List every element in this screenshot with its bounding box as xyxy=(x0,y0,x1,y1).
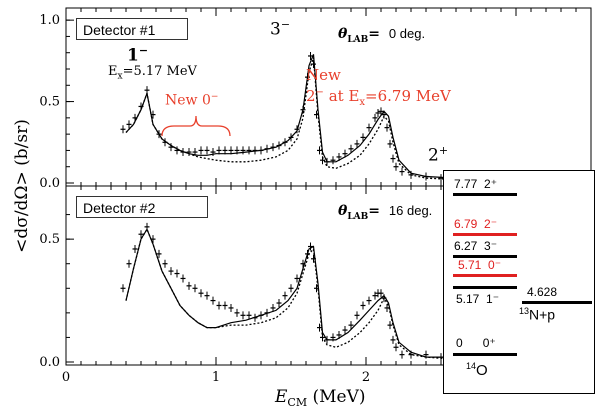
level-label-5-71: 5.71 0⁻ xyxy=(458,258,501,272)
annotation-new2-mid: at E xyxy=(323,87,360,105)
annotation-2plus: 2+ xyxy=(428,144,448,166)
annotation-1minus-sup: − xyxy=(138,44,149,57)
annotation-ex1-pre: E xyxy=(108,64,118,79)
annotation-new0-main: New 0 xyxy=(165,92,211,109)
level-line-ground xyxy=(453,353,517,356)
level-energy-7-77: 7.77 xyxy=(454,177,478,191)
x-axis-label: ECM (MeV) xyxy=(274,387,366,409)
annotation-new2-sup: − xyxy=(315,87,324,98)
y-tick-label: 0.5 xyxy=(39,95,60,110)
annotation-3minus: 3− xyxy=(270,18,290,40)
theta-label-1: θLAB= 0 deg. xyxy=(338,26,425,45)
level-line-5-17 xyxy=(453,286,517,289)
level-label-7-77: 7.77 2⁺ xyxy=(454,177,497,191)
x-axis-label-sub: CM xyxy=(287,396,307,409)
annotation-ex1-sub: x xyxy=(117,71,123,82)
nucleus-label-sup: 14 xyxy=(466,361,477,371)
y-tick-label: 0.5 xyxy=(39,232,60,247)
level-label-5-17: 5.17 1⁻ xyxy=(456,292,499,306)
y-tick-label: 0.0 xyxy=(39,176,60,191)
theta-sub-1: LAB xyxy=(347,34,369,45)
x-tick-label: 0 xyxy=(62,370,70,385)
level-jp-7-77: 2⁺ xyxy=(484,177,498,191)
level-label-6-79: 6.79 2⁻ xyxy=(454,217,497,231)
level-line-5-71 xyxy=(453,274,517,277)
annotation-new2-main: 2 xyxy=(306,87,316,105)
level-energy-5-17: 5.17 xyxy=(456,292,480,306)
annotation-new2-line1: New xyxy=(306,66,341,84)
annotation-2plus-sup: + xyxy=(438,144,449,157)
level-line-6-79 xyxy=(453,233,517,236)
annotation-2plus-main: 2 xyxy=(428,145,439,166)
threshold-value: 4.628 xyxy=(527,285,558,299)
threshold-label: 13N+p xyxy=(519,306,555,323)
detector-label-2: Detector #2 xyxy=(76,196,208,218)
threshold-line xyxy=(522,301,592,304)
fit-curves xyxy=(125,54,561,361)
theta-eq-1: = xyxy=(368,26,380,42)
level-energy-ground: 0 xyxy=(456,336,463,350)
annotation-3minus-main: 3 xyxy=(270,19,281,40)
level-energy-6-27: 6.27 xyxy=(454,239,478,253)
level-scheme-inset: 7.77 2⁺ 6.79 2⁻ 6.27 3⁻ 5.71 0⁻ 5.17 1⁻ … xyxy=(443,170,595,394)
theta-sub-2: LAB xyxy=(347,211,369,222)
level-energy-5-71: 5.71 xyxy=(458,258,482,272)
theta-symbol-1: θ xyxy=(338,26,348,42)
detector-label-1: Detector #1 xyxy=(76,18,188,40)
fit-curve-dotted xyxy=(125,227,561,361)
fit-curve-dotted xyxy=(125,57,561,181)
nucleus-label: 14O xyxy=(466,361,488,379)
annotation-1minus: 1− xyxy=(127,44,148,66)
nucleus-label-main: O xyxy=(476,362,488,379)
x-axis-label-unit: (MeV) xyxy=(307,387,365,407)
theta-value-2: 16 deg. xyxy=(388,203,433,218)
level-label-6-27: 6.27 3⁻ xyxy=(454,239,497,253)
level-line-6-27 xyxy=(453,255,517,258)
annotation-new0-sup: − xyxy=(210,92,219,102)
annotation-new-2minus: New 2− at Ex=6.79 MeV xyxy=(306,66,451,112)
annotation-brace xyxy=(161,115,231,137)
threshold-label-sup: 13 xyxy=(519,306,530,316)
x-axis-label-main: E xyxy=(274,387,288,407)
annotation-3minus-sup: − xyxy=(280,18,291,31)
annotation-1minus-main: 1 xyxy=(127,45,139,66)
y-tick-label: 1.0 xyxy=(39,13,60,28)
level-jp-5-71: 0⁻ xyxy=(488,258,502,272)
theta-eq-2: = xyxy=(368,203,380,219)
y-axis-label: <dσ/dΩ> (b/sr) xyxy=(12,119,32,253)
annotation-new-0minus: New 0− xyxy=(165,92,218,109)
level-energy-6-79: 6.79 xyxy=(454,217,478,231)
threshold-label-main: N+p xyxy=(529,306,556,323)
x-tick-label: 2 xyxy=(362,370,370,385)
annotation-ex1-post: =5.17 MeV xyxy=(122,64,197,79)
y-tick-label: 0.0 xyxy=(39,355,60,370)
theta-label-2: θLAB= 16 deg. xyxy=(338,203,432,222)
x-tick-label: 1 xyxy=(212,370,220,385)
level-jp-6-27: 3⁻ xyxy=(484,239,498,253)
theta-value-1: 0 deg. xyxy=(388,26,426,41)
level-jp-5-17: 1⁻ xyxy=(486,292,500,306)
annotation-new2-sub: x xyxy=(359,97,366,108)
level-jp-6-79: 2⁻ xyxy=(484,217,498,231)
annotation-ex-5-17: Ex=5.17 MeV xyxy=(108,64,197,82)
annotation-new2-post: =6.79 MeV xyxy=(365,87,451,105)
annotation-new2-line2: 2− at Ex=6.79 MeV xyxy=(306,84,451,112)
theta-symbol-2: θ xyxy=(338,203,348,219)
level-jp-ground: 0⁺ xyxy=(482,336,496,350)
level-label-ground: 0 0⁺ xyxy=(456,336,496,350)
level-line-7-77 xyxy=(453,193,517,196)
tick-labels: 0.0 0.5 1.0 0.0 0.5 0 1 2 3 xyxy=(39,13,520,385)
